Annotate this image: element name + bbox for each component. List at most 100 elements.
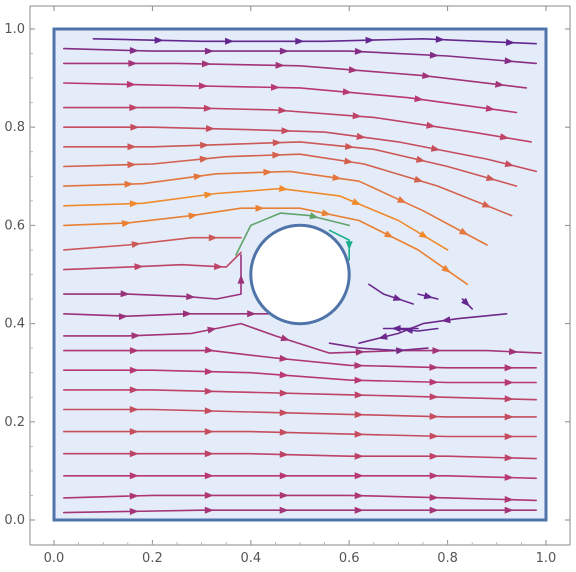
arrowhead-24-3 (279, 472, 289, 480)
arrowhead-29-1 (403, 326, 413, 334)
streamlines-group (63, 35, 542, 515)
arrowhead-19-2 (204, 368, 214, 376)
streamline-14 (63, 251, 242, 271)
arrowhead-6-4 (344, 143, 355, 150)
arrowhead-15-2 (186, 293, 196, 300)
arrowhead-12-1 (345, 241, 353, 251)
arrowhead-22-2 (204, 428, 214, 436)
arrowhead-26-3 (279, 506, 289, 514)
arrowhead-22-1 (129, 428, 139, 436)
arrowhead-2-3 (275, 61, 285, 69)
arrowhead-20-3 (279, 389, 289, 397)
arrowhead-7-2 (199, 155, 209, 163)
arrowhead-4-1 (129, 104, 139, 112)
arrowhead-10-1 (121, 220, 131, 228)
arrowhead-8-2 (193, 173, 203, 181)
arrowhead-3-4 (342, 88, 352, 96)
arrowhead-22-3 (279, 428, 289, 436)
arrowhead-2-2 (201, 60, 211, 68)
arrowhead-5-1 (130, 123, 140, 131)
arrowhead-7-3 (272, 151, 282, 159)
arrowhead-3-3 (271, 83, 280, 91)
arrowhead-15-3 (237, 274, 245, 284)
arrowhead-0-2 (225, 37, 234, 45)
arrowhead-4-6 (499, 133, 510, 141)
arrowhead-26-5 (429, 506, 439, 514)
arrowhead-19-5 (429, 378, 439, 386)
arrowhead-24-6 (504, 473, 514, 481)
x-tick-label: 0.8 (437, 551, 458, 566)
arrowhead-4-5 (426, 121, 436, 129)
arrowhead-20-2 (204, 387, 214, 395)
arrowhead-21-2 (204, 407, 214, 415)
arrowhead-26-2 (204, 506, 214, 514)
arrowhead-18-4 (354, 362, 364, 369)
arrowhead-23-5 (429, 452, 439, 460)
arrowhead-3-1 (126, 80, 136, 88)
streamline-7 (63, 153, 513, 217)
arrowhead-2-6 (495, 80, 505, 88)
arrowhead-18-2 (204, 346, 214, 354)
arrowhead-9-5 (418, 230, 429, 239)
arrowhead-3-2 (198, 82, 208, 90)
arrowhead-16-1 (118, 313, 128, 321)
arrowhead-24-4 (354, 472, 364, 480)
arrowhead-0-6 (505, 38, 516, 46)
arrowhead-1-4 (354, 47, 364, 55)
x-tick-label: 0.0 (44, 551, 65, 566)
streamline-4 (63, 106, 532, 143)
arrowhead-23-1 (129, 450, 139, 458)
arrowhead-30-1 (392, 294, 403, 301)
streamline-12 (328, 229, 350, 261)
arrowhead-6-5 (415, 155, 426, 163)
streamline-17 (63, 322, 542, 354)
arrowhead-10-6 (441, 264, 451, 273)
arrowhead-1-3 (279, 47, 289, 55)
arrowhead-9-3 (278, 185, 289, 192)
arrowhead-13-2 (208, 234, 218, 242)
arrowhead-23-2 (204, 450, 214, 458)
streamline-29 (392, 327, 439, 332)
arrowhead-17-5 (432, 347, 442, 355)
streamline-15 (63, 254, 242, 300)
streamline-8 (63, 170, 488, 246)
arrowhead-6-6 (485, 174, 496, 181)
streamline-6 (63, 141, 518, 187)
arrowhead-3-6 (485, 104, 496, 112)
arrowhead-8-4 (332, 174, 342, 181)
arrowhead-18-6 (504, 364, 514, 372)
arrowhead-17-4 (355, 348, 365, 356)
arrowhead-5-5 (430, 144, 441, 152)
arrowhead-8-1 (124, 180, 134, 188)
arrowhead-10-4 (321, 209, 331, 217)
arrowhead-21-3 (279, 409, 289, 417)
arrowhead-0-1 (154, 36, 164, 44)
arrowhead-2-4 (348, 66, 358, 74)
streamline-18 (63, 349, 537, 369)
arrowhead-22-4 (354, 430, 364, 438)
streamline-32 (328, 342, 429, 352)
streamline-2 (63, 62, 528, 89)
y-tick-label: 0.6 (4, 218, 25, 233)
arrowhead-33-1 (461, 297, 470, 307)
streamline-5 (63, 126, 537, 173)
x-axis-ticks: 0.0 0.2 0.4 0.6 0.8 1.0 (44, 6, 556, 566)
arrowhead-25-3 (279, 491, 289, 499)
arrowhead-11-1 (309, 212, 319, 220)
arrowhead-8-6 (458, 227, 469, 236)
arrowhead-4-3 (278, 106, 288, 114)
arrowhead-19-1 (129, 366, 139, 374)
arrowhead-9-4 (351, 198, 362, 205)
arrowhead-1-6 (504, 57, 514, 65)
arrowhead-17-6 (508, 348, 519, 356)
y-tick-label: 0.0 (4, 513, 25, 528)
arrowhead-4-2 (203, 104, 213, 112)
circular-obstacle (249, 223, 351, 326)
arrowhead-17-2 (207, 326, 217, 334)
arrowhead-26-1 (129, 508, 139, 515)
x-tick-label: 0.6 (339, 551, 360, 566)
arrowhead-20-4 (354, 391, 364, 399)
arrowhead-22-5 (429, 432, 439, 440)
arrowhead-7-4 (344, 157, 354, 165)
